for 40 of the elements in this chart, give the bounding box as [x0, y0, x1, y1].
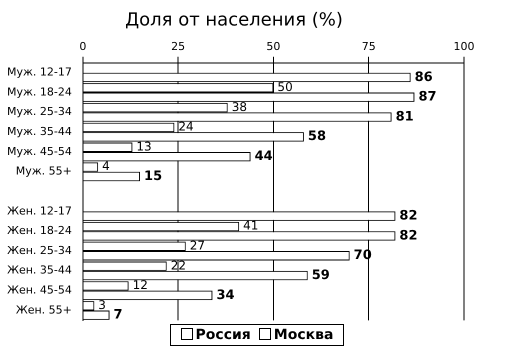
- series-label: Россия: [196, 327, 251, 343]
- data-label: 82: [399, 208, 418, 224]
- data-label: 7: [114, 308, 123, 323]
- data-label: 38: [232, 100, 247, 114]
- y-tick-label: Муж. 18-24: [6, 85, 72, 98]
- y-tick-label: Жен. 45-54: [7, 284, 72, 297]
- y-tick-label: Жен. 12-17: [7, 204, 72, 218]
- y-tick-label: Жен. 55+: [16, 303, 72, 316]
- y-tick-label: Жен. 35-44: [7, 264, 72, 277]
- x-tick-label: 25: [171, 40, 186, 54]
- data-label: 34: [216, 288, 235, 303]
- y-tick-label: Муж. 35-44: [6, 125, 72, 138]
- data-label: 3: [98, 298, 106, 312]
- data-label: 12: [132, 278, 148, 292]
- y-tick-label: Муж. 25-34: [6, 105, 72, 118]
- data-label: 81: [396, 109, 414, 124]
- data-label: 15: [144, 168, 162, 184]
- text: Москва: [274, 327, 334, 343]
- data-label: 41: [243, 218, 258, 233]
- data-label: 44: [254, 149, 273, 164]
- data-label: 86: [414, 70, 433, 85]
- x-tick-label: 50: [266, 40, 280, 54]
- y-tick-label: Муж. 45-54: [6, 144, 72, 158]
- data-label: 59: [312, 268, 330, 283]
- y-tick-label: Муж. 12-17: [6, 66, 72, 79]
- x-tick-label: 100: [454, 40, 474, 54]
- data-label: 27: [190, 238, 206, 252]
- chart-title: Доля от населения (%): [125, 9, 343, 30]
- data-label: 82: [399, 228, 418, 244]
- data-label: 50: [277, 80, 293, 94]
- data-label: 4: [102, 159, 110, 174]
- data-label: 87: [418, 90, 437, 105]
- data-label: 58: [308, 129, 326, 144]
- data-label: 13: [136, 139, 152, 154]
- x-tick-label: 75: [362, 40, 376, 54]
- x-tick-label: 0: [79, 40, 86, 54]
- y-tick-label: Жен. 18-24: [7, 224, 72, 238]
- y-tick-label: Муж. 55+: [16, 164, 72, 178]
- y-tick-label: Жен. 25-34: [7, 244, 72, 257]
- data-label: 24: [178, 120, 194, 134]
